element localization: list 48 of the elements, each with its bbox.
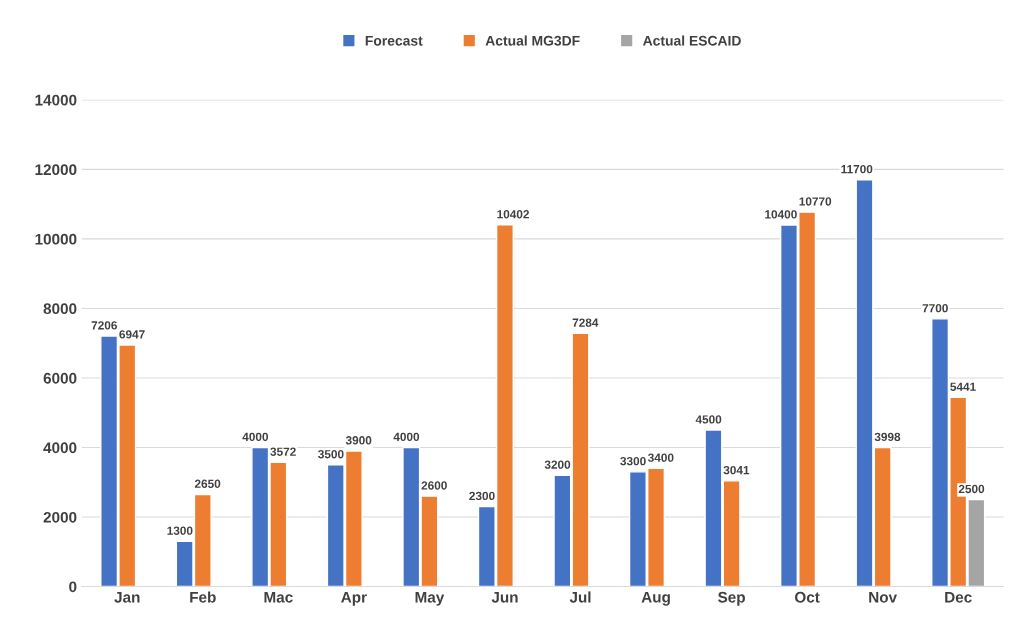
data-label: 7284 <box>572 318 599 327</box>
data-label: 3572 <box>270 447 296 456</box>
data-label: 3300 <box>620 456 646 466</box>
data-label: 1300 <box>167 526 193 535</box>
y-tick-label: 14000 <box>35 94 77 106</box>
data-label: 6947 <box>119 330 145 339</box>
y-tick-label: 8000 <box>43 303 77 315</box>
data-label: 11700 <box>841 164 873 174</box>
data-label: 3400 <box>647 453 674 462</box>
x-tick-label: Aug <box>641 591 670 606</box>
data-label: 3500 <box>318 450 344 459</box>
x-tick-label: Jul <box>569 591 591 603</box>
x-tick-label: Mac <box>264 591 293 603</box>
legend-label: Actual ESCAID <box>642 35 741 46</box>
data-label: 4500 <box>695 415 722 424</box>
y-tick-label: 0 <box>69 581 77 593</box>
y-tick-label: 10000 <box>35 233 77 245</box>
y-tick-label: 12000 <box>35 164 77 176</box>
x-tick-label: May <box>415 591 445 606</box>
data-label: 3041 <box>723 465 750 475</box>
y-tick-label: 4000 <box>43 442 77 454</box>
y-tick-label: 6000 <box>43 372 77 384</box>
data-label: 3200 <box>544 460 571 469</box>
data-label: 2300 <box>469 491 495 501</box>
data-label: 5441 <box>950 382 976 391</box>
x-tick-label: Feb <box>190 591 216 603</box>
data-label: 10400 <box>765 210 797 219</box>
legend-label: Actual MG3DF <box>485 35 580 46</box>
data-label: 10770 <box>799 197 832 206</box>
data-label: 4000 <box>242 432 269 441</box>
data-label: 4000 <box>393 432 420 441</box>
data-label: 3900 <box>345 436 372 445</box>
data-label: 2600 <box>421 481 447 490</box>
data-label: 10402 <box>497 210 529 219</box>
x-tick-label: Apr <box>341 591 367 606</box>
x-tick-label: Sep <box>718 591 745 606</box>
data-label: 2650 <box>194 479 221 488</box>
data-label: 3998 <box>874 432 901 442</box>
y-tick-label: 2000 <box>43 511 77 523</box>
data-label: 2500 <box>958 484 985 494</box>
x-tick-label: Nov <box>869 591 898 603</box>
x-tick-label: Dec <box>945 591 972 603</box>
x-tick-label: Jan <box>114 591 140 603</box>
legend-label: Forecast <box>365 35 423 46</box>
x-tick-label: Oct <box>795 591 820 603</box>
x-tick-label: Jun <box>491 591 518 603</box>
data-label: 7700 <box>922 304 948 313</box>
data-label: 7206 <box>91 321 117 330</box>
